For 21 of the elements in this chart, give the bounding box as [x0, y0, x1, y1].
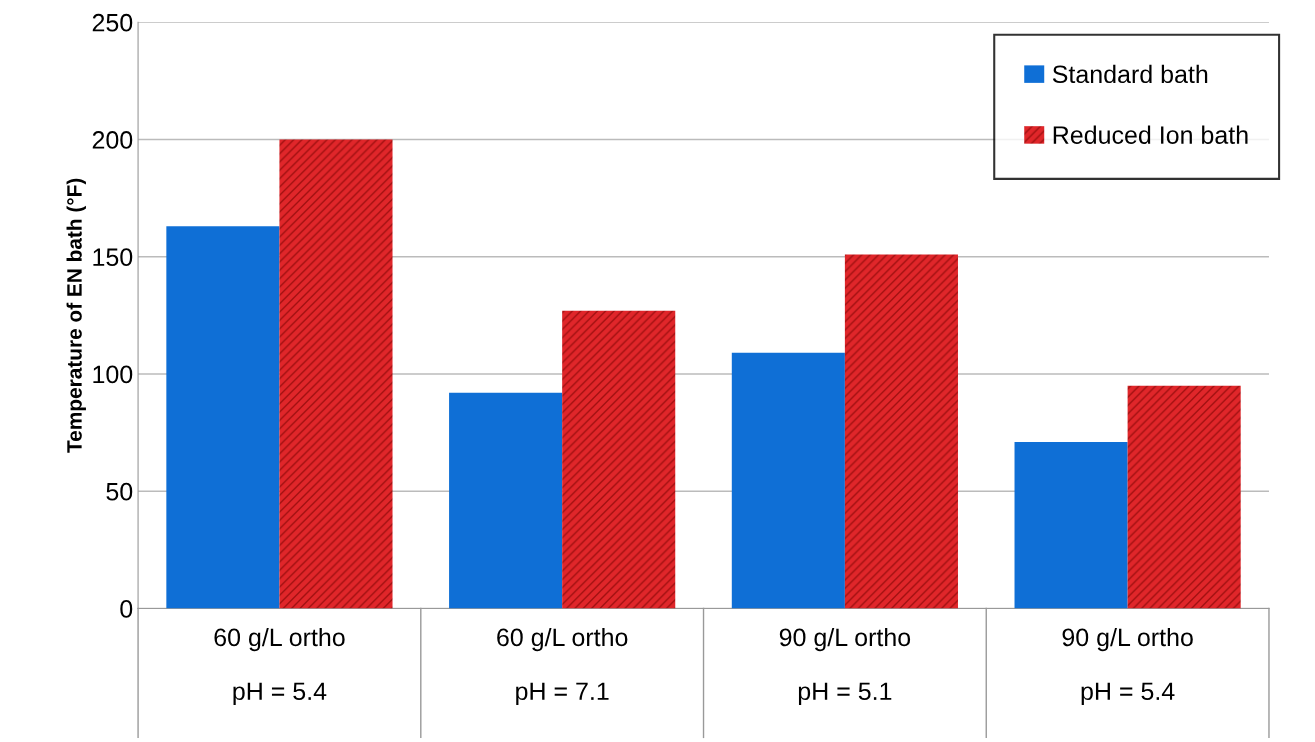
bar — [731, 352, 845, 609]
y-tick-label: 200 — [92, 131, 133, 149]
bar — [1014, 441, 1128, 609]
bar — [1127, 385, 1241, 609]
y-tick-label: 100 — [93, 365, 133, 384]
category-label: 60 g/L ortho pH = 7.1 — [497, 627, 628, 706]
legend-label: Reduced Ion bath — [1053, 125, 1248, 144]
y-tick-label: 250 — [92, 13, 133, 32]
y-tick-label: 150 — [93, 248, 133, 267]
y-tick-label: 0 — [120, 600, 133, 618]
legend-label: Standard bath — [1052, 64, 1208, 84]
category-label: 90 g/L ortho pH = 5.1 — [779, 627, 911, 706]
bar — [279, 139, 393, 609]
category-label: 60 g/L ortho pH = 5.4 — [214, 627, 345, 706]
bar — [449, 392, 563, 609]
bar — [166, 226, 280, 609]
y-axis-title: Temperature of EN bath (°F) — [66, 178, 86, 453]
y-tick-label: 50 — [106, 482, 133, 501]
bar — [844, 254, 958, 609]
bar — [562, 310, 676, 609]
category-label: 90 g/L ortho pH = 5.4 — [1062, 627, 1193, 706]
